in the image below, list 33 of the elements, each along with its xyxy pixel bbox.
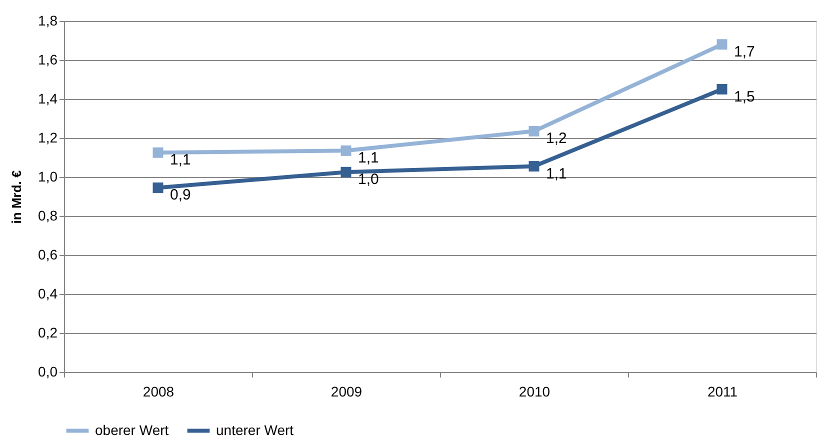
x-tick-label: 2008 xyxy=(142,384,174,400)
x-tick-label: 2009 xyxy=(330,384,362,400)
point xyxy=(152,147,164,158)
y-tick-label: 1,8 xyxy=(38,12,58,28)
data-label: 0,9 xyxy=(170,186,191,204)
data-label: 1,2 xyxy=(546,130,567,148)
data-label: 1,7 xyxy=(734,43,755,60)
y-axis-title: in Mrd. € xyxy=(9,170,24,224)
legend-label: unterer Wert xyxy=(216,422,294,438)
point xyxy=(716,39,728,50)
data-label: 1,1 xyxy=(358,150,379,167)
point xyxy=(528,126,540,136)
y-tick-label: 0,0 xyxy=(38,364,58,380)
point xyxy=(340,145,352,156)
data-label: 1,5 xyxy=(734,88,755,106)
y-tick-label: 0,8 xyxy=(38,208,58,224)
y-tick-label: 0,6 xyxy=(38,246,58,262)
legend-label: oberer Wert xyxy=(95,422,169,438)
point xyxy=(716,84,728,94)
point xyxy=(340,166,352,178)
y-tick-label: 1,6 xyxy=(38,52,58,68)
data-label: 1,0 xyxy=(358,171,379,188)
y-tick-label: 0,4 xyxy=(38,286,58,302)
y-tick-label: 1,2 xyxy=(38,130,58,146)
point xyxy=(152,182,164,193)
point xyxy=(528,161,540,172)
y-tick-label: 0,2 xyxy=(38,324,58,340)
y-tick-label: 1,4 xyxy=(38,90,58,106)
data-label: 1,1 xyxy=(170,152,191,169)
data-label: 1,1 xyxy=(546,165,567,182)
x-tick-label: 2010 xyxy=(518,384,550,400)
x-tick-label: 2011 xyxy=(707,384,738,400)
y-tick-label: 1,0 xyxy=(38,168,58,184)
